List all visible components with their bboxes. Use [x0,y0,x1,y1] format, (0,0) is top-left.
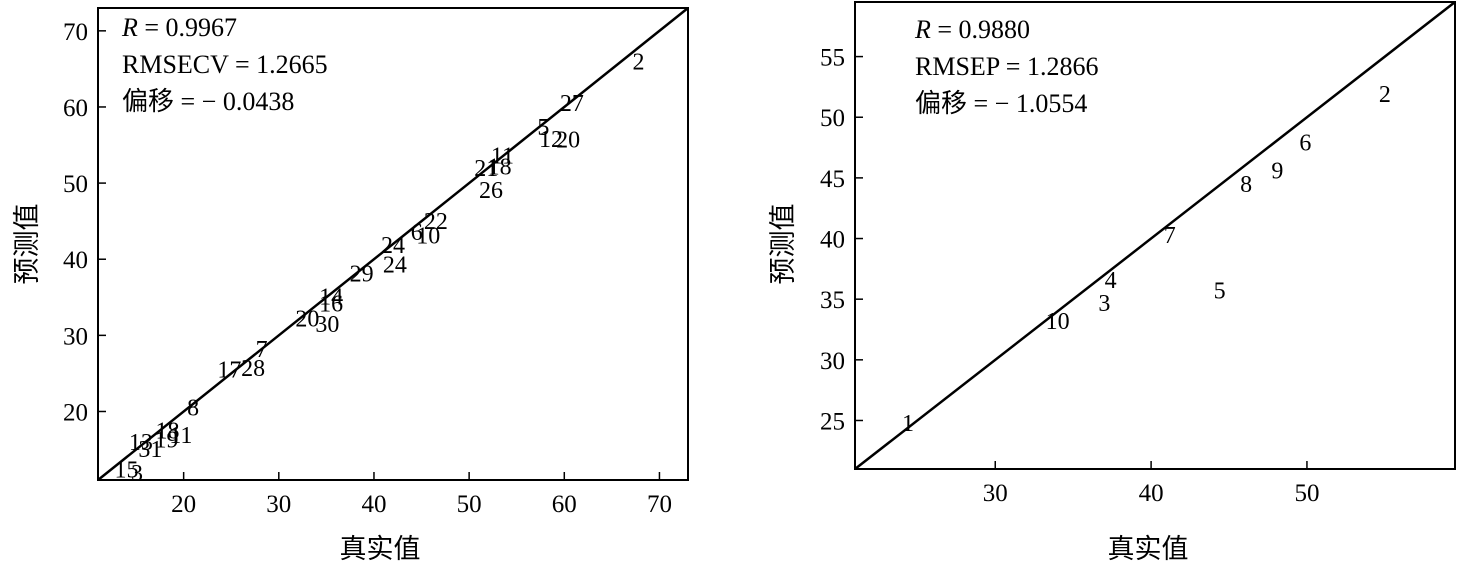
data-points: 2 698 7 43 5 10 1 [902,82,1391,437]
data-point-label: 22 [424,209,448,235]
y-tick-label: 30 [820,348,845,375]
stat-line: R = 0.9880 [914,15,1030,44]
stat-line: 偏移 = − 0.0438 [122,87,294,116]
data-point-label: 17 [217,358,241,384]
stat-value: RMSECV = 1.2665 [122,50,328,79]
data-point-label: 19 [155,428,179,454]
data-point-label: 20 [556,128,580,154]
data-point-label: 6 [411,220,423,246]
stat-symbol: R [914,15,931,44]
x-tick-label: 70 [647,491,672,518]
x-tick-label: 60 [552,491,577,518]
data-point-label: 5 [537,115,549,141]
stat-value: RMSEP = 1.2866 [915,52,1098,81]
y-axis-label: 预测值 [12,204,43,285]
data-point-label: 3 [131,461,143,487]
data-point-label: 24 [383,253,407,279]
y-tick-label: 40 [820,227,845,254]
x-tick-label: 30 [266,491,291,518]
regression-line [97,7,689,481]
x-tick-label: 20 [171,491,196,518]
data-point-label: 6 [1299,131,1311,157]
data-point-label: 30 [315,312,339,338]
data-point-label: 9 [1271,159,1283,185]
stat-line: RMSEP = 1.2866 [915,52,1098,81]
stat-value: 偏移 = − 0.0438 [122,87,294,116]
y-tick-label: 55 [820,45,845,72]
data-point-label: 28 [241,356,265,382]
fit-line [97,7,689,481]
data-point-label: 29 [350,262,374,288]
data-point-label: 3 [1098,291,1110,317]
data-point-label: 4 [1105,268,1117,294]
statistics-box: R = 0.9967 RMSECV = 1.2665 偏移 = − 0.0438 [121,13,328,116]
y-tick-label: 50 [820,105,845,132]
data-point-label: 8 [1240,172,1252,198]
data-point-label: 11 [491,144,514,170]
y-tick-label: 40 [63,247,88,274]
data-point-label: 10 [416,224,440,250]
x-tick-label: 50 [457,491,482,518]
data-point-label: 5 [1214,279,1226,305]
data-point-label: 27 [560,91,584,117]
data-point-label: 11 [169,423,192,449]
x-tick-label: 50 [1294,480,1319,507]
data-point-label: 1 [902,411,914,437]
data-point-label: 21 [474,156,498,182]
data-point-label: 7 [256,337,268,363]
data-point-label: 18 [488,154,512,180]
data-point-label: 16 [319,291,343,317]
data-point-label: 2 [1379,82,1391,108]
data-point-label: 12 [539,127,563,153]
x-tick-label: 30 [983,480,1008,507]
y-tick-label: 50 [63,171,88,198]
data-point-label: 10 [1046,309,1070,335]
stat-value: = 0.9967 [138,13,237,42]
statistics-box: R = 0.9880 RMSEP = 1.2866 偏移 = − 1.0554 [914,15,1098,118]
stat-symbol: R [121,13,138,42]
x-tick-label: 40 [361,491,386,518]
data-point-label: 20 [295,307,319,333]
y-tick-label: 20 [63,399,88,426]
y-tick-label: 70 [63,19,88,46]
data-point-label: 14 [319,285,343,311]
data-point-label: 31 [138,437,162,463]
y-tick-label: 25 [820,408,845,435]
fit-line [854,1,1456,470]
stat-line: R = 0.9967 [121,13,237,42]
plot-frame [854,1,1456,470]
x-tick-label: 40 [1139,480,1164,507]
data-point-label: 24 [381,233,405,259]
x-axis-label: 真实值 [340,534,421,563]
y-tick-label: 35 [820,287,845,314]
stat-value: 偏移 = − 1.0554 [915,89,1087,118]
stat-value: = 0.9880 [931,15,1030,44]
stat-line: RMSECV = 1.2665 [122,50,328,79]
data-point-label: 8 [187,396,199,422]
y-axis-label: 预测值 [768,204,799,285]
stat-line: 偏移 = − 1.0554 [915,89,1087,118]
y-tick-label: 60 [63,95,88,122]
data-point-label: 15 [115,457,139,483]
data-point-label: 26 [479,178,503,204]
y-tick-label: 45 [820,166,845,193]
data-point-label: 13 [129,430,153,456]
y-tick-label: 30 [63,323,88,350]
data-point-label: 2 [633,49,645,75]
plot-frame [97,7,689,481]
x-axis-label: 真实值 [1108,534,1189,563]
data-point-label: 7 [1164,223,1176,249]
regression-line [854,1,1456,470]
data-point-label: 18 [155,419,179,445]
